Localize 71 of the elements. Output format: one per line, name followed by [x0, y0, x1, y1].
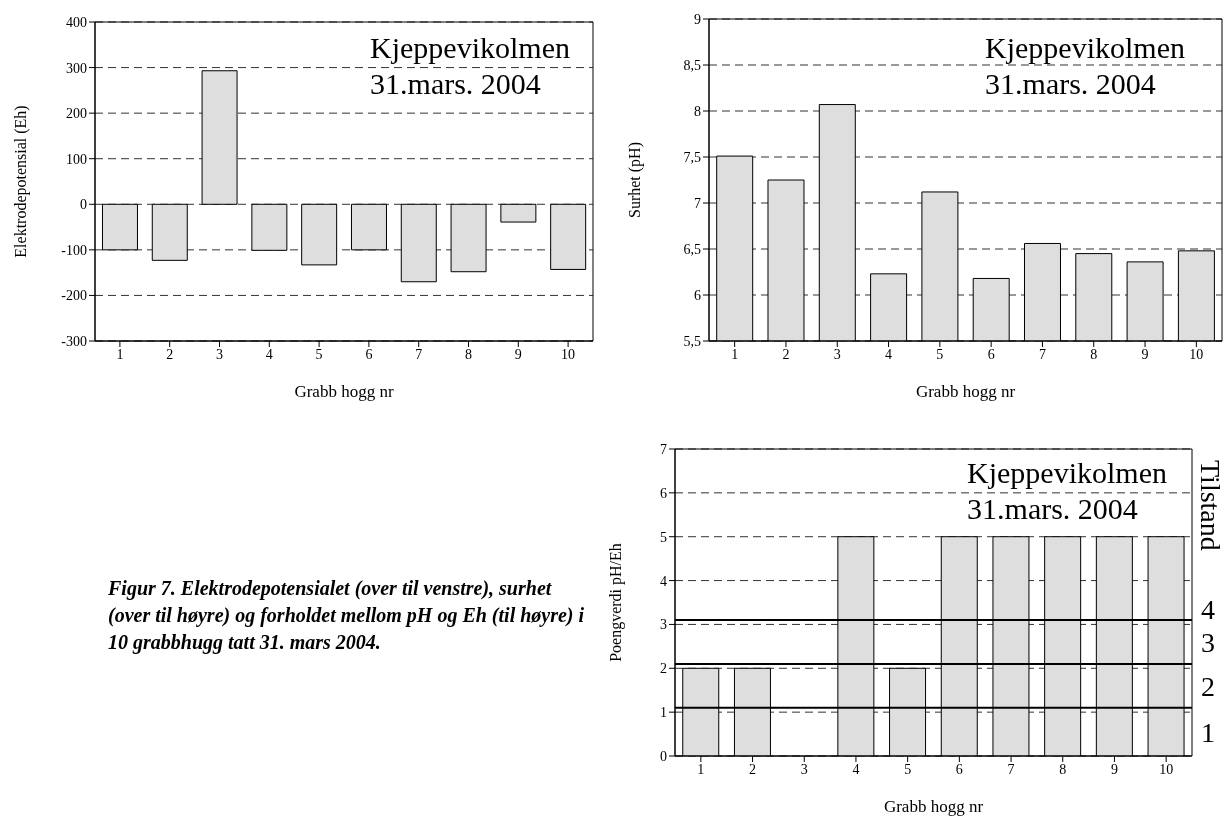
x-tick-label: 3	[800, 761, 808, 777]
y-tick-label: 6,5	[683, 241, 701, 257]
y-tick-label: 1	[660, 705, 667, 721]
y-tick-label: 7	[694, 195, 701, 211]
x-tick-label: 2	[166, 346, 174, 362]
y-tick-label: 200	[66, 106, 87, 122]
x-tick-label: 10	[1189, 346, 1204, 362]
x-tick-label: 3	[833, 346, 841, 362]
y-tick-label: 6	[660, 485, 667, 501]
y-tick-label: 5	[660, 529, 667, 545]
y-tick-label: -100	[61, 242, 87, 258]
y-tick-label: 0	[80, 197, 87, 213]
x-tick-label: 1	[116, 346, 124, 362]
x-tick-label: 9	[1110, 761, 1118, 777]
x-tick-label: 10	[1159, 761, 1174, 777]
x-tick-label: 8	[1059, 761, 1067, 777]
y-tick-label: 2	[660, 661, 667, 677]
annotation: Kjeppevikolmen	[967, 455, 1167, 491]
x-tick-label: 2	[749, 761, 757, 777]
annotation: Kjeppevikolmen	[370, 30, 570, 66]
y-tick-label: 6	[694, 287, 701, 303]
x-axis-title: Grabb hogg nr	[883, 797, 984, 816]
y-tick-label: 8	[694, 103, 701, 119]
x-tick-label: 4	[265, 346, 273, 362]
y-tick-label: 300	[66, 60, 87, 76]
text: 3	[1201, 626, 1215, 658]
x-tick-label: 5	[936, 346, 944, 362]
text: Figur 7. Elektrodepotensialet (over til venstre), surhet (over til høyre) og forholdet mellom pH og Eh (til høyre) i 10 grabbhugg tatt 31. mars 2004.	[108, 576, 586, 656]
text: 4	[1201, 594, 1215, 626]
y-axis-title: Poengverdi pH/Eh	[606, 543, 625, 662]
annotation: Kjeppevikolmen	[985, 30, 1185, 66]
y-tick-label: 400	[66, 14, 87, 30]
annotation: 31.mars. 2004	[370, 66, 542, 102]
x-tick-label: 3	[216, 346, 223, 362]
y-axis-title: Elektrodepotensial (Eh)	[11, 105, 30, 258]
x-tick-label: 9	[514, 346, 522, 362]
y-tick-label: 0	[660, 748, 667, 764]
text: 2	[1201, 670, 1215, 702]
x-tick-label: 8	[1090, 346, 1098, 362]
x-tick-label: 7	[1038, 346, 1046, 362]
x-tick-label: 4	[852, 761, 860, 777]
y-tick-label: 9	[694, 11, 701, 27]
x-tick-label: 4	[885, 346, 893, 362]
x-tick-label: 8	[465, 346, 472, 362]
x-tick-label: 6	[987, 346, 995, 362]
y-axis-title: Surhet (pH)	[625, 142, 644, 218]
annotation: 31.mars. 2004	[985, 66, 1157, 102]
x-tick-label: 7	[1007, 761, 1015, 777]
y-tick-label: 4	[660, 573, 667, 589]
y-tick-label: 5,5	[683, 333, 701, 349]
x-tick-label: 6	[365, 346, 373, 362]
x-tick-label: 7	[415, 346, 423, 362]
y-tick-label: 3	[660, 617, 667, 633]
y-tick-label: -200	[61, 288, 87, 304]
x-axis-title: Grabb hogg nr	[294, 382, 394, 401]
annotation: 31.mars. 2004	[967, 491, 1139, 527]
x-tick-label: 2	[782, 346, 790, 362]
x-tick-label: 1	[731, 346, 739, 362]
y-tick-label: 7,5	[683, 149, 701, 165]
y-tick-label: 8,5	[683, 57, 701, 73]
x-tick-label: 5	[315, 346, 323, 362]
x-axis-title: Grabb hogg nr	[915, 382, 1016, 401]
y-tick-label: -300	[61, 333, 87, 349]
y2-axis-title: Tilstand	[1195, 460, 1225, 551]
x-tick-label: 5	[904, 761, 912, 777]
x-tick-label: 9	[1141, 346, 1149, 362]
y-tick-label: 7	[660, 441, 667, 457]
text: 1	[1201, 716, 1215, 748]
y-tick-label: 100	[66, 151, 87, 167]
x-tick-label: 6	[955, 761, 963, 777]
x-tick-label: 10	[561, 346, 576, 362]
